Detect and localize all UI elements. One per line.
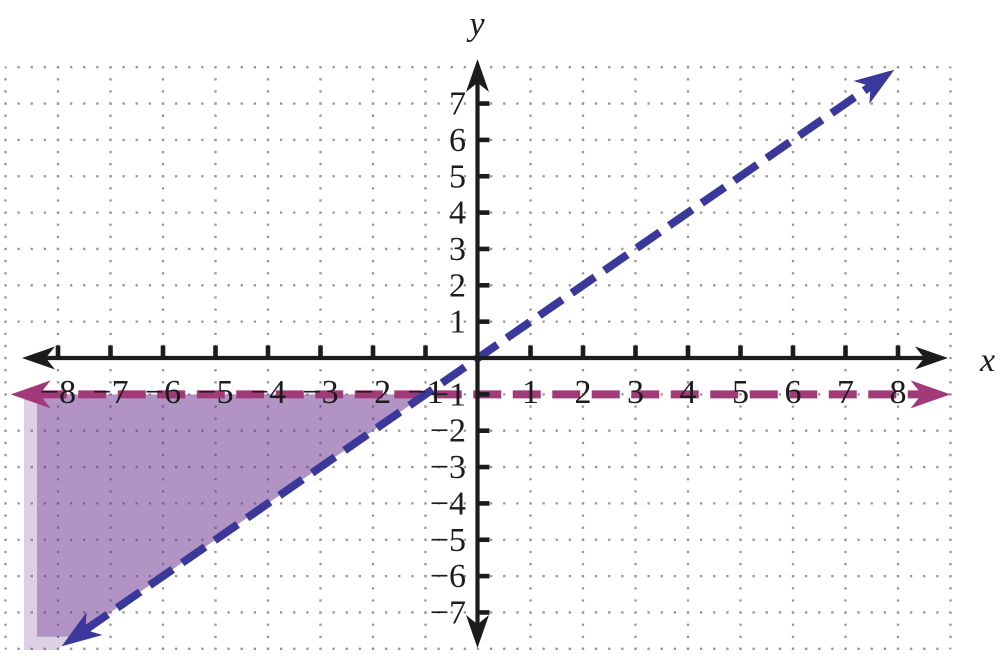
y-tick-label: 1 (449, 304, 466, 341)
x-tick-label: −7 (92, 374, 128, 411)
x-axis-right-arrowhead-icon (915, 346, 948, 370)
boundary-line-y-equals-minus-1-arrowhead-icon (910, 380, 951, 409)
x-axis-label: x (979, 342, 995, 379)
x-tick-label: 1 (522, 374, 539, 411)
y-tick-label: −3 (430, 449, 466, 486)
shaded-region-edge-fade-left (24, 394, 37, 650)
y-tick-label: 5 (449, 158, 466, 195)
y-tick-label: −4 (430, 485, 466, 522)
shaded-region-edge-fade-bottom (37, 636, 76, 650)
x-tick-label: 5 (732, 374, 749, 411)
x-axis-left-arrowhead-icon (22, 346, 55, 370)
x-tick-label: −8 (40, 374, 76, 411)
x-tick-label: −5 (197, 374, 233, 411)
x-tick-label: −2 (355, 374, 391, 411)
boundary-line-y-equals-x-arrowhead-icon (853, 69, 895, 105)
x-tick-label: 6 (785, 374, 802, 411)
y-tick-label: 7 (449, 86, 466, 123)
x-tick-label: 7 (837, 374, 854, 411)
graph-generated-content: −8 −7 −6 −5 −4 −3 −2 −1 1 2 3 4 5 6 7 8−7−6−5−4−3−2−112… (4, 59, 952, 650)
x-tick-label: −6 (145, 374, 181, 411)
y-axis-down-arrowhead-icon (466, 615, 489, 648)
tick-labels: −8 −7 −6 −5 −4 −3 −2 −1 1 2 3 4 5 6 7 8−7−6−5−4−3−2−112… (40, 86, 907, 632)
y-tick-label: −1 (430, 376, 466, 413)
y-axis-up-arrowhead-icon (466, 59, 489, 92)
boundary-line-y-equals-minus-1-arrowhead-icon (10, 380, 51, 409)
shaded-region (24, 394, 426, 650)
x-tick-label: −4 (250, 374, 286, 411)
y-tick-label: 3 (449, 231, 466, 268)
y-tick-label: −6 (430, 558, 466, 595)
shaded-region-fill (37, 394, 426, 637)
y-tick-label: −7 (430, 594, 466, 631)
y-tick-label: 2 (449, 267, 466, 304)
axes (22, 59, 948, 648)
x-tick-label: 8 (890, 374, 907, 411)
y-tick-label: 4 (449, 195, 466, 232)
y-tick-label: −2 (430, 413, 466, 450)
y-tick-label: 6 (449, 122, 466, 159)
boundary-line-y-equals-x-arrowhead-icon (61, 611, 103, 647)
x-tick-label: −1 (407, 374, 443, 411)
x-tick-label: 2 (575, 374, 592, 411)
y-tick-label: −5 (430, 522, 466, 559)
x-tick-label: −3 (302, 374, 338, 411)
x-tick-label: 3 (627, 374, 644, 411)
y-axis-label: y (466, 6, 485, 43)
x-tick-label: 4 (680, 374, 697, 411)
